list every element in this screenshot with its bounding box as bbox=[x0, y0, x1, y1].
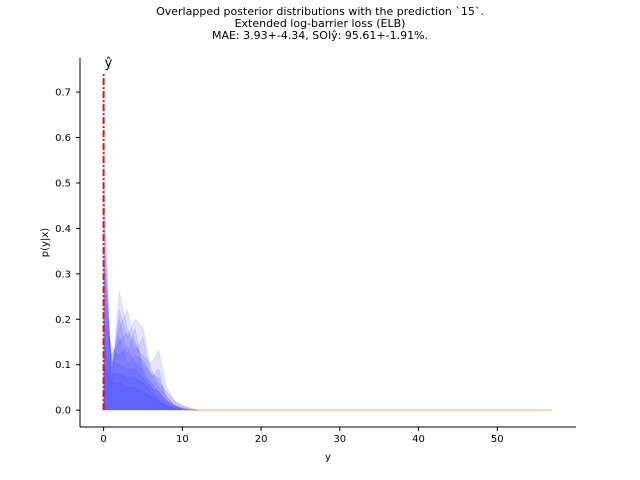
posterior-curve bbox=[103, 273, 199, 411]
y-tick-label: 0.6 bbox=[55, 133, 71, 144]
posterior-area bbox=[103, 260, 199, 411]
posterior-curve bbox=[103, 246, 199, 411]
posterior-curve bbox=[103, 364, 199, 411]
x-tick-label: 0 bbox=[100, 434, 106, 445]
posterior-area bbox=[103, 319, 199, 411]
x-tick-label: 20 bbox=[255, 434, 268, 445]
posterior-area bbox=[103, 273, 199, 411]
posterior-area bbox=[103, 342, 199, 411]
x-axis-label: y bbox=[325, 452, 331, 463]
posterior-curve bbox=[103, 341, 199, 411]
posterior-curve bbox=[103, 319, 199, 411]
posterior-curve bbox=[103, 205, 199, 411]
y-tick-label: 0.3 bbox=[55, 269, 71, 280]
posterior-area bbox=[103, 364, 199, 411]
posterior-area bbox=[103, 228, 199, 411]
posterior-curve bbox=[103, 260, 199, 411]
posterior-area bbox=[103, 296, 199, 411]
prediction-label: ŷ bbox=[105, 56, 113, 71]
posterior-curve bbox=[103, 296, 199, 411]
y-tick-label: 0.0 bbox=[55, 406, 71, 417]
x-tick-label: 40 bbox=[412, 434, 425, 445]
x-ticks-group: 0 10 20 30 40 50 bbox=[100, 427, 504, 445]
posterior-curve bbox=[103, 228, 199, 411]
y-axis-label: p(y|x) bbox=[40, 228, 51, 257]
chart-title-line3: MAE: 3.93+-4.34, SOIŷ: 95.61+-1.91%. bbox=[211, 29, 429, 42]
posterior-series-group bbox=[103, 173, 199, 411]
y-tick-label: 0.2 bbox=[55, 315, 71, 326]
chart-title-line1: Overlapped posterior distributions with … bbox=[156, 5, 484, 18]
x-tick-label: 30 bbox=[333, 434, 346, 445]
y-tick-label: 0.7 bbox=[55, 88, 71, 99]
y-tick-label: 0.5 bbox=[55, 178, 71, 189]
y-tick-label: 0.4 bbox=[55, 224, 71, 235]
posterior-area bbox=[103, 205, 199, 411]
posterior-area bbox=[103, 173, 199, 411]
chart-title-line2: Extended log-barrier loss (ELB) bbox=[234, 17, 406, 30]
y-tick-label: 0.1 bbox=[55, 360, 71, 371]
x-tick-label: 10 bbox=[176, 434, 189, 445]
x-tick-label: 50 bbox=[491, 434, 504, 445]
posterior-area bbox=[103, 246, 199, 411]
y-ticks-group: 0.0 0.1 0.2 0.3 0.4 0.5 0.6 0.7 bbox=[55, 88, 80, 417]
posterior-curve bbox=[103, 173, 199, 411]
